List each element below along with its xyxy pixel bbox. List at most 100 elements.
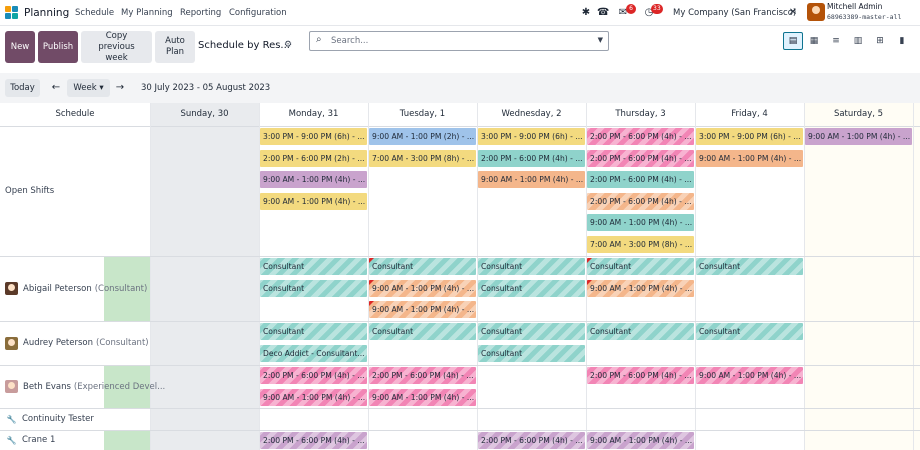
shift-pill[interactable]: 2:00 PM - 6:00 PM (4h) - ... bbox=[260, 367, 367, 384]
calendar-view-icon[interactable]: ▦ bbox=[809, 36, 819, 46]
scale-dropdown[interactable]: Week ▾ bbox=[67, 79, 110, 97]
bug-icon[interactable]: ✱ bbox=[581, 7, 591, 18]
search-input[interactable]: Search... bbox=[331, 36, 369, 46]
resource-row-label[interactable]: Audrey Peterson (Consultant) bbox=[5, 321, 150, 365]
search-bar[interactable]: ⌕ Search... ▼ bbox=[309, 31, 609, 51]
shift-pill[interactable]: Consultant bbox=[478, 258, 585, 275]
day-divider bbox=[695, 103, 696, 450]
next-arrow-icon[interactable]: → bbox=[115, 82, 125, 93]
graph-view-icon[interactable]: ▮ bbox=[899, 36, 905, 46]
resource-row-label[interactable]: 🔧 Continuity Tester bbox=[5, 408, 150, 430]
day-header: Friday, 4 bbox=[731, 109, 768, 119]
shift-pill[interactable]: 9:00 AM - 1:00 PM (4h) - ... bbox=[696, 367, 803, 384]
copy-previous-week-button[interactable]: Copy previous week bbox=[81, 31, 152, 63]
shift-pill[interactable]: Deco Addict - Consultant... bbox=[260, 344, 367, 362]
menu-reporting[interactable]: Reporting bbox=[180, 8, 222, 18]
shift-pill[interactable]: 2:00 PM - 6:00 PM (4h) - ... bbox=[369, 367, 476, 384]
shift-pill[interactable]: 3:00 PM - 9:00 PM (6h) - ... bbox=[260, 128, 367, 145]
shift-pill[interactable]: Consultant bbox=[369, 323, 476, 340]
shift-pill[interactable]: Consultant bbox=[260, 279, 367, 297]
shift-pill[interactable]: Consultant bbox=[587, 258, 694, 275]
shift-pill[interactable]: Consultant bbox=[369, 258, 476, 275]
day-divider bbox=[586, 103, 587, 450]
shift-pill[interactable]: 3:00 PM - 9:00 PM (6h) - ... bbox=[478, 128, 585, 145]
shift-pill[interactable]: 9:00 AM - 1:00 PM (4h) - ... bbox=[260, 192, 367, 210]
clock-icon[interactable]: ◷ bbox=[644, 7, 654, 18]
shift-pill[interactable]: 2:00 PM - 6:00 PM (4h) - ... bbox=[587, 128, 694, 145]
shift-pill[interactable]: Consultant bbox=[587, 323, 694, 340]
user-avatar[interactable] bbox=[807, 3, 825, 21]
day-divider bbox=[477, 103, 478, 450]
shift-pill[interactable]: 7:00 AM - 3:00 PM (8h) - ... bbox=[369, 149, 476, 167]
wrench-icon: 🔧 bbox=[6, 435, 17, 445]
shift-pill[interactable]: 9:00 AM - 1:00 PM (4h) - ... bbox=[587, 432, 694, 449]
day-header: Tuesday, 1 bbox=[399, 109, 446, 119]
resource-avatar bbox=[5, 380, 18, 393]
publish-button[interactable]: Publish bbox=[38, 31, 78, 63]
shift-pill[interactable]: 9:00 AM - 1:00 PM (4h) - ... bbox=[369, 301, 476, 318]
shift-pill[interactable]: Consultant bbox=[260, 323, 367, 340]
row-progress-bar bbox=[104, 366, 150, 408]
shift-pill[interactable]: Consultant bbox=[696, 323, 803, 340]
gantt-view-icon[interactable]: ▤ bbox=[783, 32, 803, 50]
user-name[interactable]: Mitchell Admin bbox=[827, 2, 883, 11]
row-divider bbox=[0, 408, 920, 409]
row-divider bbox=[0, 256, 920, 257]
shift-pill[interactable]: 2:00 PM - 6:00 PM (4h) - ... bbox=[260, 432, 367, 449]
row-divider bbox=[0, 365, 920, 366]
menu-my-planning[interactable]: My Planning bbox=[121, 8, 173, 18]
shift-pill[interactable]: 9:00 AM - 1:00 PM (4h) - ... bbox=[587, 214, 694, 231]
search-options-caret-icon[interactable]: ▼ bbox=[597, 36, 603, 44]
shift-pill[interactable]: Consultant bbox=[696, 258, 803, 275]
gear-icon[interactable]: ⚙ bbox=[284, 40, 293, 50]
shift-pill[interactable]: 3:00 PM - 9:00 PM (6h) - ... bbox=[696, 128, 803, 145]
open-shifts-row-label[interactable]: Open Shifts bbox=[5, 126, 150, 256]
resource-row-label[interactable]: 🔧 Crane 1 bbox=[5, 430, 150, 450]
shift-pill[interactable]: 9:00 AM - 1:00 PM (4h) - ... bbox=[260, 388, 367, 406]
new-button[interactable]: New bbox=[5, 31, 35, 63]
shift-pill[interactable]: 2:00 PM - 6:00 PM (2h) - ... bbox=[260, 149, 367, 167]
date-range: 30 July 2023 - 05 August 2023 bbox=[141, 83, 271, 93]
shift-pill[interactable]: 9:00 AM - 1:00 PM (4h) - ... bbox=[260, 171, 367, 188]
shift-pill[interactable]: 9:00 AM - 1:00 PM (4h) - ... bbox=[587, 279, 694, 297]
shift-pill[interactable]: Consultant bbox=[478, 279, 585, 297]
today-button[interactable]: Today bbox=[5, 79, 40, 97]
shift-pill[interactable]: 9:00 AM - 1:00 PM (4h) - ... bbox=[369, 388, 476, 406]
shift-pill[interactable]: 9:00 AM - 1:00 PM (4h) - ... bbox=[369, 279, 476, 297]
app-name[interactable]: Planning bbox=[24, 7, 70, 19]
shift-pill[interactable]: 2:00 PM - 6:00 PM (4h) - ... bbox=[587, 367, 694, 384]
schedule-column-header: Schedule bbox=[55, 109, 95, 119]
row-progress-bar bbox=[104, 431, 150, 450]
phone-icon[interactable]: ☎ bbox=[597, 7, 610, 18]
shift-pill[interactable]: 9:00 AM - 1:00 PM (4h) - ... bbox=[478, 171, 585, 188]
chat-icon[interactable]: ✉ bbox=[618, 7, 628, 18]
company-switcher[interactable]: My Company (San Francisco) bbox=[673, 8, 797, 18]
shift-pill[interactable]: 9:00 AM - 1:00 PM (2h) - ... bbox=[369, 128, 476, 145]
planning-app-icon[interactable] bbox=[5, 6, 19, 20]
shift-pill[interactable]: 2:00 PM - 6:00 PM (4h) - ... bbox=[478, 432, 585, 449]
resource-avatar bbox=[5, 282, 18, 295]
shift-pill[interactable]: 2:00 PM - 6:00 PM (4h) - ... bbox=[587, 171, 694, 188]
resource-row-label[interactable]: Beth Evans (Experienced Devel... bbox=[5, 365, 165, 408]
resource-row-label[interactable]: Abigail Peterson (Consultant) bbox=[5, 256, 150, 321]
menu-schedule[interactable]: Schedule bbox=[75, 8, 115, 18]
shift-pill[interactable]: 9:00 AM - 1:00 PM (4h) - ... bbox=[805, 128, 912, 145]
shift-pill[interactable]: 2:00 PM - 6:00 PM (4h) - ... bbox=[587, 192, 694, 210]
shift-pill[interactable]: 7:00 AM - 3:00 PM (8h) - ... bbox=[587, 235, 694, 253]
shift-pill[interactable]: 9:00 AM - 1:00 PM (4h) - ... bbox=[696, 149, 803, 167]
list-view-icon[interactable]: ≡ bbox=[832, 36, 840, 46]
resource-name: Abigail Peterson bbox=[23, 283, 92, 294]
tools-icon[interactable]: ✕ bbox=[788, 7, 798, 18]
kanban-view-icon[interactable]: ▥ bbox=[853, 36, 863, 46]
previous-arrow-icon[interactable]: ← bbox=[51, 82, 61, 93]
shift-pill[interactable]: 2:00 PM - 6:00 PM (4h) - ... bbox=[587, 149, 694, 167]
shift-pill[interactable]: 2:00 PM - 6:00 PM (4h) - ... bbox=[478, 149, 585, 167]
pivot-view-icon[interactable]: ⊞ bbox=[876, 36, 884, 46]
resource-role: (Consultant) bbox=[96, 338, 149, 348]
auto-plan-button[interactable]: Auto Plan bbox=[155, 31, 195, 63]
shift-pill[interactable]: Consultant bbox=[260, 258, 367, 275]
shift-pill[interactable]: Consultant bbox=[478, 323, 585, 340]
menu-configuration[interactable]: Configuration bbox=[229, 8, 287, 18]
resource-role: (Consultant) bbox=[94, 283, 148, 294]
shift-pill[interactable]: Consultant bbox=[478, 344, 585, 362]
